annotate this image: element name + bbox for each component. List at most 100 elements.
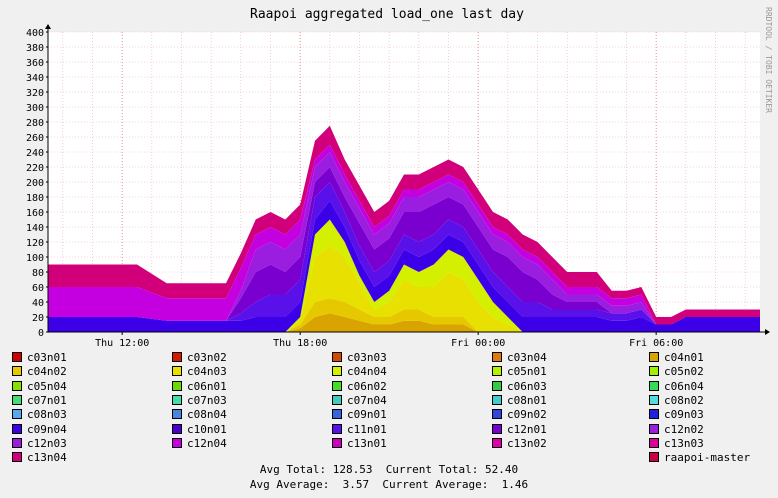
x-tick-label: Thu 18:00 xyxy=(273,338,327,349)
y-tick-label: 160 xyxy=(26,208,44,219)
legend-item: c07n01 xyxy=(12,393,67,409)
legend-item: c08n04 xyxy=(172,409,227,423)
legend-swatch xyxy=(12,394,22,405)
x-tick-label: Fri 06:00 xyxy=(629,338,683,349)
legend-label: c05n04 xyxy=(27,379,67,393)
legend-swatch xyxy=(172,394,182,405)
x-tick-label: Thu 12:00 xyxy=(95,338,149,349)
legend-swatch xyxy=(492,394,502,405)
legend-item: c08n03 xyxy=(12,409,67,423)
legend-label: c13n01 xyxy=(347,436,387,450)
legend-swatch xyxy=(649,452,659,463)
totals-line-1: Avg Total: 128.53 Current Total: 52.40 xyxy=(259,463,519,476)
y-tick-label: 200 xyxy=(26,178,44,189)
y-tick-label: 100 xyxy=(26,253,44,264)
y-tick-label: 360 xyxy=(26,58,44,69)
legend-item: c07n04 xyxy=(332,393,387,409)
series-area-c13n04 xyxy=(48,125,760,325)
legend-swatch xyxy=(332,366,342,377)
legend-label: c06n01 xyxy=(187,379,227,393)
legend-item: c13n01 xyxy=(332,436,387,452)
legend-label: c07n04 xyxy=(347,393,387,407)
legend-swatch xyxy=(492,409,502,420)
legend-label: c03n01 xyxy=(27,351,67,364)
legend-swatch xyxy=(492,380,502,391)
legend-swatch xyxy=(12,437,22,448)
legend-item: c04n03 xyxy=(172,366,227,380)
legend-swatch xyxy=(12,409,22,420)
legend-swatch xyxy=(649,366,659,377)
legend-label: c03n04 xyxy=(507,351,547,364)
y-tick-labels: 0 20 40 60 80 100 120 140 160 180 200 220 240 260 280 3… xyxy=(26,28,48,339)
y-tick-label: 0 xyxy=(38,328,44,339)
legend-label: c08n03 xyxy=(27,408,67,422)
legend-swatch xyxy=(649,352,659,362)
legend-item: c03n01 xyxy=(12,352,67,366)
legend-item: c09n04 xyxy=(12,423,67,438)
legend-item: c12n04 xyxy=(172,437,227,452)
y-tick-label: 60 xyxy=(32,283,44,294)
y-tick-label: 260 xyxy=(26,133,44,144)
legend-swatch xyxy=(649,409,659,420)
series-area-c12n04 xyxy=(48,144,760,325)
legend-swatch xyxy=(12,366,22,377)
legend-item: c08n01 xyxy=(492,394,547,409)
legend-label: c06n04 xyxy=(664,379,704,393)
legend-item: c12n02 xyxy=(649,422,704,438)
legend-item: c09n03 xyxy=(649,409,704,423)
legend-label: c08n02 xyxy=(664,393,704,407)
totals-line-2: Avg Average: 3.57 Current Average: 1.46 xyxy=(249,478,529,491)
legend-label: c07n01 xyxy=(27,393,67,407)
chart-title: Raapoi aggregated load_one last day xyxy=(250,7,524,22)
legend-item: c03n04 xyxy=(492,352,547,366)
legend-item: raapoi-master xyxy=(649,452,750,466)
legend-item: c04n01 xyxy=(649,352,704,366)
legend-swatch xyxy=(12,380,22,391)
legend-item: c05n04 xyxy=(12,379,67,395)
y-tick-label: 40 xyxy=(32,298,44,309)
legend-item: c10n01 xyxy=(172,422,227,438)
y-tick-label: 20 xyxy=(32,313,44,324)
legend-swatch xyxy=(172,380,182,391)
legend-label: c13n03 xyxy=(664,436,704,450)
y-tick-label: 240 xyxy=(26,148,44,159)
legend-swatch xyxy=(12,423,22,434)
legend-swatch xyxy=(332,437,342,448)
legend-label: c03n02 xyxy=(187,351,227,364)
legend-swatch xyxy=(332,380,342,391)
legend-label: c08n04 xyxy=(187,408,227,422)
series-area-c09n04 xyxy=(48,200,760,332)
legend-item: c12n01 xyxy=(492,422,547,438)
legend-label: c05n01 xyxy=(507,365,547,379)
series-area-c04n02 xyxy=(48,298,760,332)
legend-swatch xyxy=(332,423,342,434)
legend-item: c06n01 xyxy=(172,379,227,395)
legend-item: c04n04 xyxy=(332,366,387,380)
legend-label: c12n02 xyxy=(664,422,704,436)
legend-label: c04n01 xyxy=(664,351,704,364)
legend-label: c09n01 xyxy=(347,408,387,422)
legend-swatch xyxy=(172,437,182,448)
legend-label: c13n04 xyxy=(27,451,67,465)
legend-label: c11n01 xyxy=(347,422,387,436)
area-series xyxy=(48,125,760,332)
legend-label: c04n04 xyxy=(347,365,387,379)
legend-item: c03n02 xyxy=(172,352,227,366)
legend-label: c04n03 xyxy=(187,365,227,379)
legend-label: c07n03 xyxy=(187,393,227,407)
y-tick-label: 80 xyxy=(32,268,44,279)
legend-label: c10n01 xyxy=(187,422,227,436)
y-tick-label: 340 xyxy=(26,73,44,84)
legend-swatch xyxy=(492,437,502,448)
legend-swatch xyxy=(649,380,659,391)
legend-label: c05n02 xyxy=(664,365,704,379)
legend-label: c12n01 xyxy=(507,422,547,436)
y-tick-label: 300 xyxy=(26,103,44,114)
legend-label: c12n03 xyxy=(27,436,67,450)
x-axis-arrow xyxy=(765,329,770,335)
rrdtool-watermark: RRDTOOL / TOBI OETIKER xyxy=(764,7,773,113)
legend-item: c07n03 xyxy=(172,393,227,409)
legend-swatch xyxy=(649,423,659,434)
legend-item: c13n02 xyxy=(492,437,547,452)
y-tick-label: 320 xyxy=(26,88,44,99)
